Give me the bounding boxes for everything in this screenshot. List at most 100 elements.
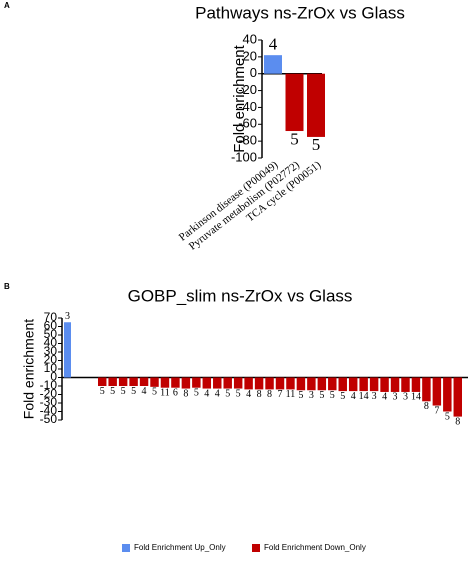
y-axis-label: Fold enrichment (231, 44, 248, 152)
bar (296, 377, 306, 391)
bar-count: 5 (290, 129, 299, 148)
y-tick-label: -100 (231, 149, 257, 164)
bar (213, 377, 222, 389)
bar-count: 11 (160, 387, 170, 398)
chart-title: Pathways ns-ZrOx vs Glass (195, 3, 405, 22)
bar (202, 377, 212, 389)
bar (171, 377, 180, 388)
bar-count: 5 (445, 411, 450, 422)
y-tick-label: -40 (40, 404, 58, 418)
bar (286, 377, 295, 390)
bar-count: 3 (309, 390, 314, 401)
bar-count: 3 (393, 392, 398, 403)
y-tick-label: 10 (44, 361, 58, 375)
bar (64, 322, 71, 378)
bar-count: 4 (215, 388, 220, 399)
y-tick-label: -20 (238, 82, 257, 97)
bar (328, 377, 337, 391)
bar-count: 7 (278, 389, 283, 400)
bar (192, 377, 201, 388)
bar-count: 4 (351, 391, 356, 402)
bar (223, 377, 232, 389)
bar-count: 4 (246, 389, 251, 400)
bar-count: 14 (359, 391, 369, 402)
legend-swatch (122, 544, 130, 552)
y-tick-label: 70 (44, 310, 58, 324)
bar-count: 5 (236, 388, 241, 399)
legend-label: Fold Enrichment Down_Only (264, 543, 366, 552)
bar-count: 5 (194, 387, 199, 398)
bar-count: 4 (382, 392, 387, 403)
x-tick-label: Pyruvate metabolism (P02772) (187, 159, 303, 253)
panel-letter: A (4, 1, 10, 10)
y-axis-label: Fold enrichment (21, 319, 37, 419)
bar-count: 14 (411, 392, 421, 403)
bar-count: 6 (173, 387, 178, 398)
bar-count: 4 (142, 386, 147, 397)
bar (443, 377, 452, 412)
y-tick-label: 20 (44, 353, 58, 367)
bar (307, 377, 316, 391)
y-tick-label: 50 (44, 327, 58, 341)
bar (285, 73, 304, 132)
bar-count: 5 (319, 390, 324, 401)
bar-count: 8 (183, 388, 188, 399)
bar (108, 377, 117, 386)
y-tick-label: 60 (44, 319, 58, 333)
bar (380, 377, 389, 392)
bar-count: 4 (269, 35, 278, 54)
bar (264, 55, 282, 74)
bar-count: 8 (424, 401, 429, 412)
bar-count: 8 (267, 389, 272, 400)
bar (317, 377, 327, 391)
bar-count: 5 (121, 386, 126, 397)
bar (411, 377, 421, 392)
bar (432, 377, 442, 406)
bar-count: 5 (298, 390, 303, 401)
y-tick-label: -60 (238, 116, 257, 131)
y-tick-label: 0 (50, 370, 57, 384)
legend-swatch (252, 544, 260, 552)
bar (129, 377, 138, 386)
legend-label: Fold Enrichment Up_Only (134, 543, 226, 552)
bar-count: 8 (257, 389, 262, 400)
y-tick-label: 40 (243, 31, 257, 46)
bar (307, 73, 325, 137)
bar (150, 377, 159, 387)
y-tick-label: -50 (40, 412, 58, 426)
bar (359, 377, 368, 392)
bar (160, 377, 170, 388)
bar (275, 377, 285, 390)
bar (181, 377, 191, 389)
bar (348, 377, 358, 392)
bar-count: 5 (225, 388, 230, 399)
bar (401, 377, 410, 392)
bar-count: 3 (372, 391, 377, 402)
y-tick-label: 30 (44, 344, 58, 358)
bar (244, 377, 253, 390)
bar-count: 5 (330, 390, 335, 401)
bar-count: 8 (455, 416, 460, 427)
bar-count: 5 (312, 135, 321, 154)
bar-count: 5 (131, 386, 136, 397)
bar-count: 4 (204, 388, 209, 399)
bar (453, 377, 462, 417)
y-tick-label: 40 (44, 336, 58, 350)
bar-count: 3 (403, 392, 408, 403)
panel-letter: B (4, 282, 10, 291)
bar (254, 377, 264, 390)
bar-count: 5 (100, 386, 105, 397)
bar-count: 11 (286, 389, 296, 400)
bar (98, 377, 107, 386)
y-tick-label: 0 (250, 65, 257, 80)
y-tick-label: -20 (40, 387, 58, 401)
bar (338, 377, 347, 392)
y-tick-label: 20 (243, 48, 257, 63)
bar (390, 377, 400, 392)
chart-title: GOBP_slim ns-ZrOx vs Glass (128, 286, 353, 305)
bar (369, 377, 379, 392)
bar (422, 377, 431, 402)
y-tick-label: -80 (238, 133, 257, 148)
bar-count: 5 (340, 391, 345, 402)
